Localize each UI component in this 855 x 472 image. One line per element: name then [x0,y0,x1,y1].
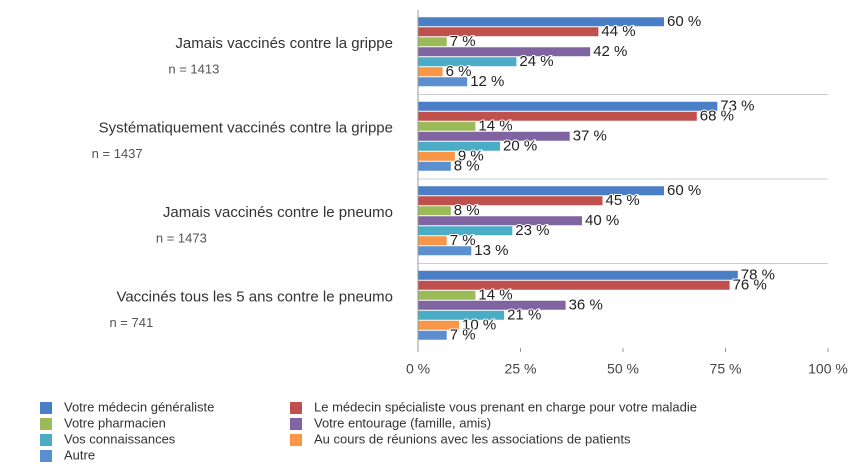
bar [418,236,447,246]
bar [418,47,591,57]
legend-label: Vos connaissances [64,431,176,446]
value-label: 73 % [720,98,754,115]
bar [418,216,582,226]
value-label: 14 % [478,287,512,304]
x-tick-label: 100 % [808,361,848,377]
value-label: 8 % [454,158,480,175]
value-label: 13 % [474,242,508,259]
value-label: 9 % [458,148,484,165]
value-label: 78 % [741,267,775,284]
value-label: 36 % [569,297,603,314]
value-label: 24 % [519,53,553,70]
category-label: Vaccinés tous les 5 ans contre le pneumo [116,289,393,306]
value-label: 7 % [450,232,476,249]
category-label: Jamais vaccinés contre le pneumo [163,204,393,221]
value-label: 40 % [585,212,619,229]
legend-swatch [290,434,302,446]
bar [418,151,455,161]
legend-swatch [290,418,302,430]
bar [418,27,599,37]
legend-swatch [40,418,52,430]
legend-swatch [40,434,52,446]
x-tick-label: 0 % [406,361,430,377]
bar [418,101,718,111]
bar [418,270,738,280]
bar [418,57,517,67]
bar [418,121,476,131]
bar [418,196,603,206]
legend-label: Au cours de réunions avec les associatio… [314,431,631,446]
value-label: 23 % [515,222,549,239]
bar [418,17,664,27]
legend-swatch [40,450,52,462]
legend-label: Votre entourage (famille, amis) [314,415,491,430]
value-label: 42 % [593,43,627,60]
value-label: 60 % [667,182,701,199]
sample-size: n = 741 [109,315,153,330]
x-tick-label: 50 % [607,361,639,377]
legend-label: Autre [64,447,95,462]
bar [418,226,513,236]
value-label: 12 % [470,73,504,90]
value-label: 68 % [700,108,734,125]
value-label: 14 % [478,118,512,135]
value-label: 76 % [733,277,767,294]
bar [418,141,500,151]
bar [418,206,451,216]
value-label: 44 % [601,23,635,40]
bar [418,330,447,340]
x-tick-label: 75 % [710,361,742,377]
bar [418,67,443,77]
bar [418,280,730,290]
legend-label: Le médecin spécialiste vous prenant en c… [314,399,697,414]
value-label: 7 % [450,327,476,344]
bar [418,310,505,320]
value-label: 45 % [606,192,640,209]
value-label: 8 % [454,202,480,219]
bar [418,300,566,310]
bar [418,320,459,330]
legend-swatch [40,402,52,414]
sample-size: n = 1413 [168,62,219,77]
bar [418,77,468,87]
value-label: 7 % [450,33,476,50]
sample-size: n = 1437 [92,146,143,161]
legend-swatch [290,402,302,414]
value-label: 6 % [446,63,472,80]
bar [418,131,570,141]
value-label: 21 % [507,307,541,324]
x-tick-label: 25 % [505,361,537,377]
bar [418,290,476,300]
sample-size: n = 1473 [156,231,207,246]
value-label: 20 % [503,138,537,155]
value-label: 37 % [573,128,607,145]
bar [418,186,664,196]
value-label: 60 % [667,13,701,30]
bar [418,111,697,121]
category-label: Jamais vaccinés contre la grippe [175,35,393,52]
legend-label: Votre médecin généraliste [64,399,214,414]
category-label: Systématiquement vaccinés contre la grip… [99,120,393,137]
legend-label: Votre pharmacien [64,415,166,430]
bar [418,37,447,47]
value-label: 10 % [462,317,496,334]
bar [418,246,472,256]
bar [418,161,451,171]
